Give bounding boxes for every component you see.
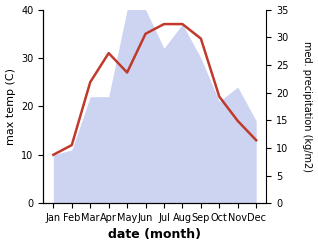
Y-axis label: med. precipitation (kg/m2): med. precipitation (kg/m2) [302,41,313,172]
Y-axis label: max temp (C): max temp (C) [5,68,16,145]
X-axis label: date (month): date (month) [108,228,201,242]
